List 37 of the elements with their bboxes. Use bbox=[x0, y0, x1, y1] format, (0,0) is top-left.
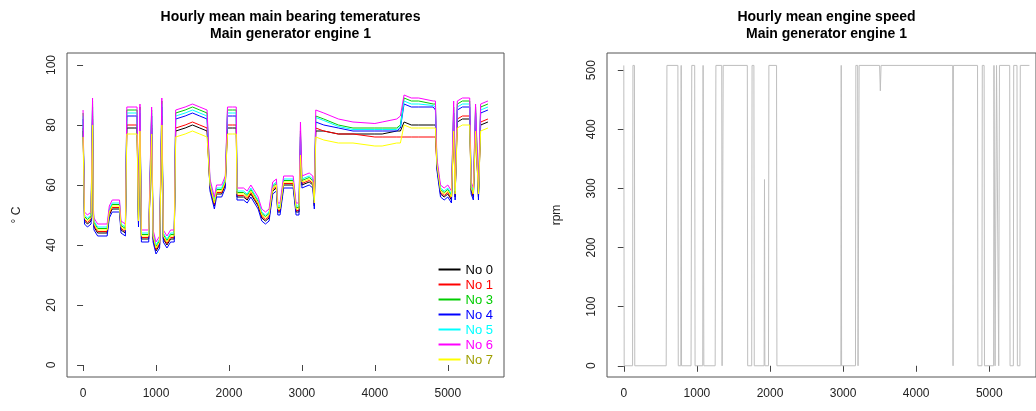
x-tick-label: 3000 bbox=[288, 386, 316, 400]
x-tick-label: 5000 bbox=[975, 386, 1003, 400]
y-axis-title: ° C bbox=[9, 206, 23, 224]
x-tick-label: 2000 bbox=[215, 386, 243, 400]
x-tick-label: 0 bbox=[79, 386, 87, 400]
y-tick-label: 100 bbox=[584, 296, 598, 317]
chart-subtitle: Main generator engine 1 bbox=[745, 25, 908, 41]
x-tick-label: 5000 bbox=[434, 386, 462, 400]
y-tick-label: 0 bbox=[44, 361, 58, 369]
x-tick-label: 2000 bbox=[756, 386, 784, 400]
x-tick-label: 4000 bbox=[902, 386, 930, 400]
x-tick-label: 1000 bbox=[142, 386, 170, 400]
legend-label: No 6 bbox=[465, 337, 494, 352]
chart-title: Hourly mean engine speed bbox=[737, 8, 916, 24]
y-tick-label: 20 bbox=[44, 298, 58, 312]
legend-label: No 4 bbox=[465, 307, 494, 322]
legend-label: No 0 bbox=[465, 262, 494, 277]
x-tick-label: 1000 bbox=[683, 386, 711, 400]
y-tick-label: 80 bbox=[44, 118, 58, 132]
legend-label: No 5 bbox=[465, 322, 494, 337]
chart-subtitle: Main generator engine 1 bbox=[209, 25, 372, 41]
legend-label: No 3 bbox=[465, 292, 494, 307]
y-tick-label: 40 bbox=[44, 238, 58, 252]
y-tick-label: 400 bbox=[584, 118, 598, 140]
y-tick-label: 200 bbox=[584, 237, 598, 258]
y-tick-label: 500 bbox=[584, 59, 598, 81]
y-tick-label: 60 bbox=[44, 178, 58, 192]
y-axis-title: rpm bbox=[549, 204, 563, 226]
y-tick-label: 300 bbox=[584, 178, 598, 199]
chart-title: Hourly mean main bearing temeratures bbox=[160, 8, 421, 24]
x-tick-label: 4000 bbox=[361, 386, 389, 400]
x-tick-label: 0 bbox=[620, 386, 628, 400]
legend-label: No 1 bbox=[465, 277, 494, 292]
legend-label: No 7 bbox=[465, 352, 494, 367]
x-tick-label: 3000 bbox=[829, 386, 857, 400]
y-tick-label: 100 bbox=[44, 54, 58, 76]
y-tick-label: 0 bbox=[584, 362, 598, 370]
